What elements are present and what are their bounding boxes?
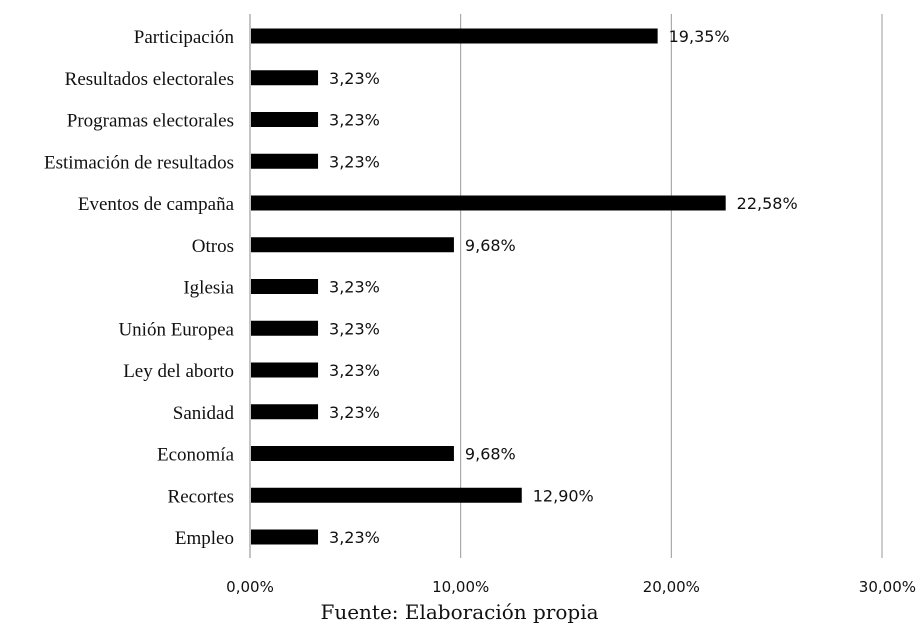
data-label: 12,90% xyxy=(533,486,594,505)
bar xyxy=(251,28,658,44)
category-label: Resultados electorales xyxy=(65,69,234,90)
data-label: 3,23% xyxy=(329,152,380,171)
category-label: Unión Europea xyxy=(118,319,234,340)
bar xyxy=(251,446,454,461)
data-label: 9,68% xyxy=(465,236,516,255)
category-label: Otros xyxy=(192,236,234,257)
category-label: Participación xyxy=(134,27,235,48)
bar xyxy=(251,487,522,503)
category-label: Programas electorales xyxy=(67,111,234,132)
category-label: Estimación de resultados xyxy=(44,152,234,173)
bar xyxy=(251,529,319,545)
bar xyxy=(251,237,454,253)
category-label: Recortes xyxy=(168,486,234,507)
data-label: 19,35% xyxy=(669,27,730,46)
data-label: 3,23% xyxy=(329,69,380,88)
data-label: 3,23% xyxy=(329,278,380,297)
category-label: Empleo xyxy=(175,528,234,549)
value-labels: 19,35% 3,23% 3,23% 3,23% 22,58% 9,68% 3,23% 3,2… xyxy=(329,27,798,547)
category-label: Iglesia xyxy=(183,278,234,299)
grid-lines xyxy=(249,14,883,558)
bar xyxy=(251,112,319,127)
data-label: 22,58% xyxy=(737,194,798,213)
category-label: Economía xyxy=(157,445,235,466)
x-axis-tick-labels: 0,00% 10,00% 20,00% 30,00% xyxy=(226,578,916,596)
data-label: 3,23% xyxy=(329,111,380,130)
data-label: 3,23% xyxy=(329,319,380,338)
x-tick-label: 30,00% xyxy=(859,578,916,596)
bar xyxy=(251,195,726,211)
data-label: 3,23% xyxy=(329,361,380,380)
bar xyxy=(251,404,319,420)
data-label: 3,23% xyxy=(329,528,380,547)
data-label: 3,23% xyxy=(329,403,380,422)
bar xyxy=(251,279,319,294)
category-labels: Participación Resultados electorales Progr… xyxy=(44,27,235,549)
bar xyxy=(251,153,319,169)
bar xyxy=(251,70,319,86)
bar xyxy=(251,320,319,336)
x-tick-label: 20,00% xyxy=(643,578,700,596)
bars xyxy=(251,28,726,545)
source-note: Fuente: Elaboración propia xyxy=(320,600,599,624)
x-tick-label: 10,00% xyxy=(432,578,489,596)
category-label: Eventos de campaña xyxy=(78,194,235,215)
category-label: Ley del aborto xyxy=(123,361,234,382)
category-label: Sanidad xyxy=(173,403,235,424)
bar-chart: Participación Resultados electorales Progr… xyxy=(44,14,916,596)
bar xyxy=(251,362,319,378)
x-tick-label: 0,00% xyxy=(226,578,274,596)
data-label: 9,68% xyxy=(465,445,516,464)
